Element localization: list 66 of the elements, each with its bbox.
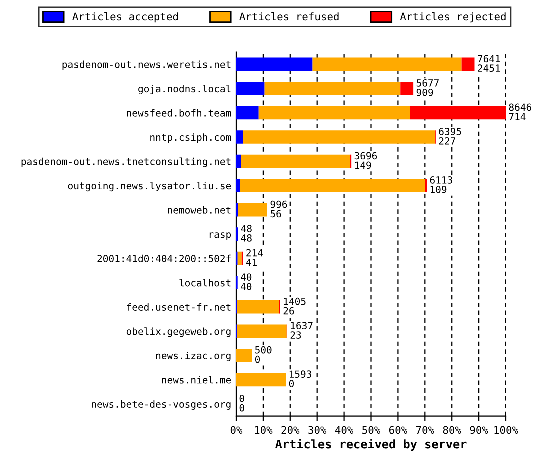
legend-label: Articles accepted — [72, 12, 178, 23]
text: 5677 909 — [416, 79, 439, 96]
bar — [238, 252, 242, 266]
x-tick-label: 80% — [443, 426, 462, 434]
bar — [312, 58, 462, 72]
y-tick-label: localhost — [180, 279, 231, 287]
x-tick-label: 10% — [255, 426, 273, 434]
bar — [462, 58, 475, 72]
y-tick-label: news.izac.org — [156, 352, 231, 362]
bar — [236, 130, 244, 144]
text: 1593 0 — [289, 370, 312, 388]
y-tick-label: news.bete-des-vosges.org — [92, 400, 231, 410]
y-tick-label: newsfeed.bofh.team — [127, 109, 232, 117]
bar — [410, 106, 506, 120]
text: 7641 2451 — [478, 55, 500, 72]
bar — [236, 154, 242, 168]
bar — [400, 82, 414, 96]
bar — [236, 58, 313, 72]
y-tick-label: 2001:41d0:404:200::502f — [98, 254, 231, 262]
bar — [236, 106, 259, 120]
text: 6113 109 — [430, 176, 452, 194]
x-tick-label: 60% — [389, 426, 408, 434]
bar — [237, 300, 280, 314]
legend-label: Articles refused — [240, 12, 339, 21]
text: 500 0 — [255, 346, 272, 364]
bar — [236, 373, 286, 387]
x-tick-label: 50% — [362, 426, 380, 434]
text: 6395 227 — [439, 128, 462, 145]
legend-label: Articles rejected — [400, 12, 506, 23]
bar — [241, 154, 350, 168]
bar — [240, 179, 426, 192]
text: 40 40 — [241, 274, 252, 290]
bar — [238, 203, 268, 217]
bar — [237, 324, 287, 338]
x-tick-label: 90% — [470, 426, 488, 434]
x-tick-label: 100% — [494, 426, 518, 434]
y-tick-label: pasdenom-out.news.tnetconsulting.net — [22, 158, 231, 168]
y-tick-label: obelix.gegeweb.org — [126, 328, 231, 338]
bar — [264, 82, 401, 96]
text: 48 48 — [241, 225, 252, 242]
y-tick-label: nemoweb.net — [168, 206, 231, 214]
text: 996 56 — [270, 200, 288, 218]
y-tick-label: rasp — [210, 232, 232, 240]
text: 8646 714 — [509, 104, 532, 120]
x-tick-label: 20% — [282, 426, 300, 434]
x-tick-label: 70% — [416, 426, 434, 434]
y-tick-label: pasdenom-out.news.weretis.net — [62, 60, 231, 70]
bar — [236, 82, 265, 96]
y-tick-label: feed.usenet-fr.net — [127, 303, 231, 311]
y-tick-label: goja.nodns.local — [138, 85, 231, 95]
x-tick-label: 40% — [335, 426, 354, 434]
text: 1637 23 — [290, 322, 313, 339]
bar — [236, 179, 240, 192]
x-tick-label: 0% — [230, 426, 243, 434]
text: 3696 149 — [354, 152, 378, 170]
bar — [236, 348, 252, 362]
y-tick-label: nntp.csiph.com — [150, 134, 232, 143]
x-tick-label: 30% — [308, 426, 327, 434]
bar — [244, 130, 436, 144]
y-tick-label: news.niel.me — [162, 376, 232, 384]
text: 214 41 — [246, 249, 264, 266]
y-tick-label: outgoing.news.lysator.liu.se — [68, 182, 232, 192]
text: 1405 26 — [284, 298, 306, 315]
text: 0 0 — [240, 394, 244, 412]
bar — [258, 106, 410, 120]
x-axis-title: Articles received by server — [275, 438, 467, 451]
